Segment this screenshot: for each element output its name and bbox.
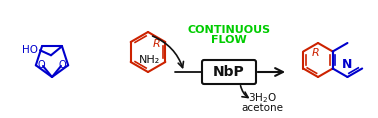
Text: NH₂: NH₂ xyxy=(139,55,161,65)
Text: O: O xyxy=(38,60,45,70)
Text: 3H$_2$O: 3H$_2$O xyxy=(248,91,276,105)
FancyBboxPatch shape xyxy=(202,60,256,84)
Text: R: R xyxy=(153,39,160,49)
Text: acetone: acetone xyxy=(241,103,283,113)
Text: CONTINUOUS: CONTINUOUS xyxy=(187,25,271,35)
Text: NbP: NbP xyxy=(213,65,245,79)
Text: HO: HO xyxy=(22,45,38,55)
Text: FLOW: FLOW xyxy=(211,35,247,45)
Text: O: O xyxy=(59,60,66,70)
Text: N: N xyxy=(342,58,353,71)
Text: R: R xyxy=(312,48,320,58)
